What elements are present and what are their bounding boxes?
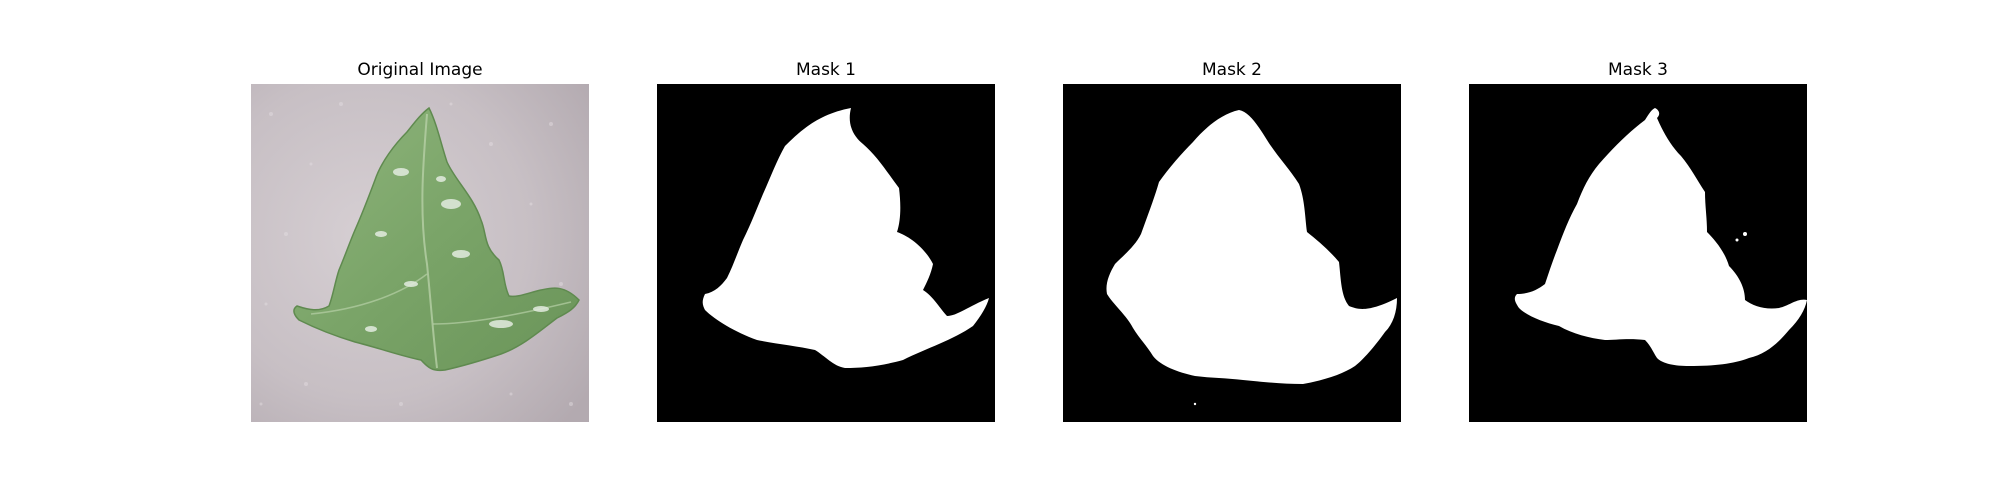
mask-2-image bbox=[1063, 84, 1401, 422]
panel-mask-1: Mask 1 bbox=[657, 0, 995, 500]
mask-region bbox=[702, 108, 989, 368]
panel-mask-2: Mask 2 bbox=[1063, 0, 1401, 500]
panel-title: Mask 2 bbox=[1201, 60, 1262, 80]
panel-title: Mask 1 bbox=[795, 60, 856, 80]
panel-title: Mask 3 bbox=[1607, 60, 1668, 80]
panel-original-image: Original Image bbox=[251, 0, 589, 500]
leaf-shape bbox=[293, 106, 580, 372]
mask-1-image bbox=[657, 84, 995, 422]
mask-region bbox=[1514, 108, 1807, 366]
mask-region bbox=[1106, 110, 1397, 384]
mask-3-image bbox=[1469, 84, 1807, 422]
panel-mask-3: Mask 3 bbox=[1469, 0, 1807, 500]
original-image bbox=[251, 84, 589, 422]
panel-title: Original Image bbox=[357, 60, 483, 80]
